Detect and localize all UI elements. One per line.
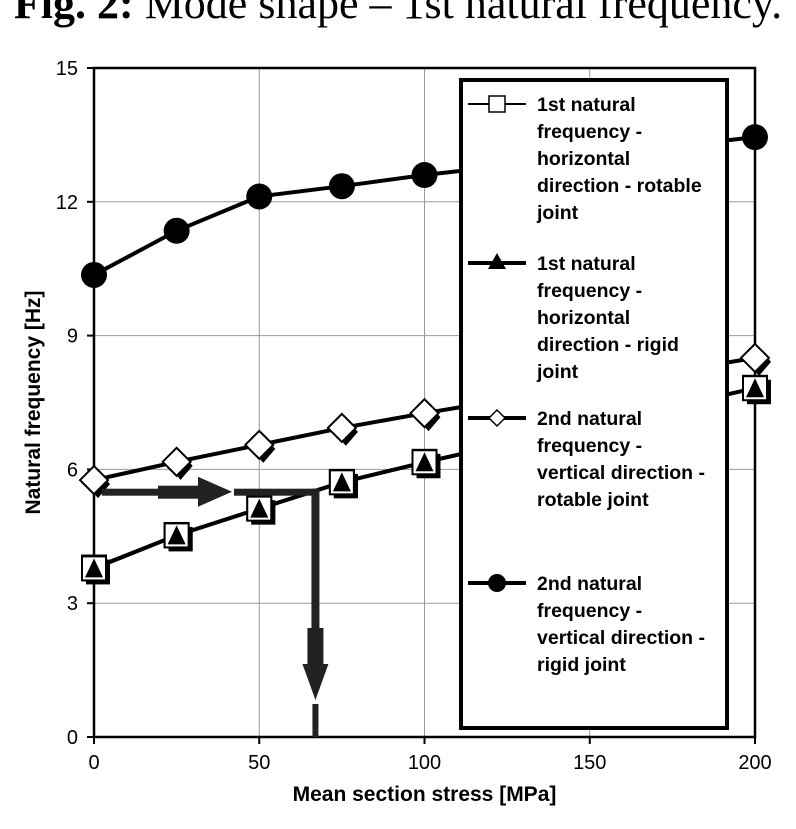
legend-label: horizontal [537, 307, 630, 329]
x-axis-label: Mean section stress [MPa] [293, 783, 557, 806]
data-point [742, 124, 768, 151]
legend-label: joint [536, 361, 579, 383]
legend-label: joint [536, 202, 579, 224]
data-point [409, 397, 440, 429]
y-tick-label: 15 [56, 58, 78, 80]
x-tick-label: 50 [248, 752, 270, 774]
legend-item: 1st natural frequency - horizontal directio… [468, 94, 702, 224]
legend-marker [488, 95, 506, 113]
annotation-horizontal-line [234, 488, 318, 496]
data-point [246, 183, 273, 210]
data-point-triangle [250, 498, 269, 518]
data-point [326, 412, 358, 444]
legend-label: frequency - [537, 600, 642, 622]
annotation-arrow-down-body [307, 628, 324, 666]
data-point [163, 217, 190, 244]
data-point [81, 261, 107, 288]
legend-box [459, 78, 729, 730]
legend-label: vertical direction - [537, 627, 705, 649]
legend-label: direction - rigid [537, 334, 679, 356]
data-point-triangle [85, 558, 103, 578]
legend-marker [487, 408, 507, 428]
y-tick-label: 9 [67, 326, 78, 348]
x-tick-label: 0 [88, 752, 99, 774]
figure-title: Fig. 2: Mode shape – 1st natural frequen… [0, 0, 796, 29]
annotation-arrow-right-head [198, 476, 232, 507]
annotation-arrow-right-body [158, 485, 200, 499]
data-point-triangle [746, 378, 764, 398]
data-point-triangle [167, 525, 186, 545]
legend-item: 2nd natural frequency - vertical direction… [468, 408, 705, 511]
data-point-triangle [332, 472, 351, 492]
data-point [161, 446, 193, 478]
annotation-arrow-down-head [302, 664, 329, 700]
y-tick-label: 0 [67, 727, 78, 749]
legend-item: 1st natural frequency - horizontal directio… [468, 253, 679, 383]
legend-label: 2nd natural [537, 408, 642, 430]
y-tick-label: 12 [56, 192, 78, 214]
x-tick-label: 100 [408, 752, 441, 774]
x-tick-label: 150 [573, 752, 606, 774]
data-point [243, 429, 275, 461]
series-2 [81, 375, 771, 585]
y-tick-label: 3 [67, 593, 78, 615]
annotation-arrow-right-tail [102, 488, 162, 496]
legend-label: vertical direction - [537, 462, 705, 484]
legend-label: direction - rotable [537, 175, 702, 197]
legend-label: 1st natural [537, 94, 636, 116]
data-point [328, 173, 355, 200]
legend-label: horizontal [537, 148, 630, 170]
y-axis-label: Natural frequency [Hz] [22, 290, 45, 514]
data-point-triangle [415, 452, 434, 472]
legend-marker [488, 574, 506, 592]
series-3 [78, 342, 771, 499]
legend-label: frequency - [537, 280, 642, 302]
legend-label: 1st natural [537, 253, 636, 275]
x-tick-label: 200 [738, 752, 771, 774]
legend-label: rigid joint [537, 654, 626, 676]
data-point [739, 342, 771, 374]
legend-item: 2nd natural frequency - vertical direction… [468, 573, 705, 676]
legend-label: rotable joint [537, 489, 649, 511]
annotation-arrow-down-tail [311, 488, 320, 629]
legend: 1st natural frequency - horizontal directio… [459, 78, 729, 730]
legend-label: frequency - [537, 121, 642, 143]
data-point [78, 464, 110, 496]
figure-caption: Mode shape – 1st natural frequency. [144, 0, 783, 28]
y-tick-label: 6 [67, 459, 78, 481]
legend-label: frequency - [537, 435, 642, 457]
legend-label: 2nd natural [537, 573, 642, 595]
figure-number: Fig. 2: [13, 0, 134, 28]
annotation-arrow-down-end [312, 704, 319, 737]
legend-marker [488, 253, 506, 269]
data-point [411, 162, 438, 189]
